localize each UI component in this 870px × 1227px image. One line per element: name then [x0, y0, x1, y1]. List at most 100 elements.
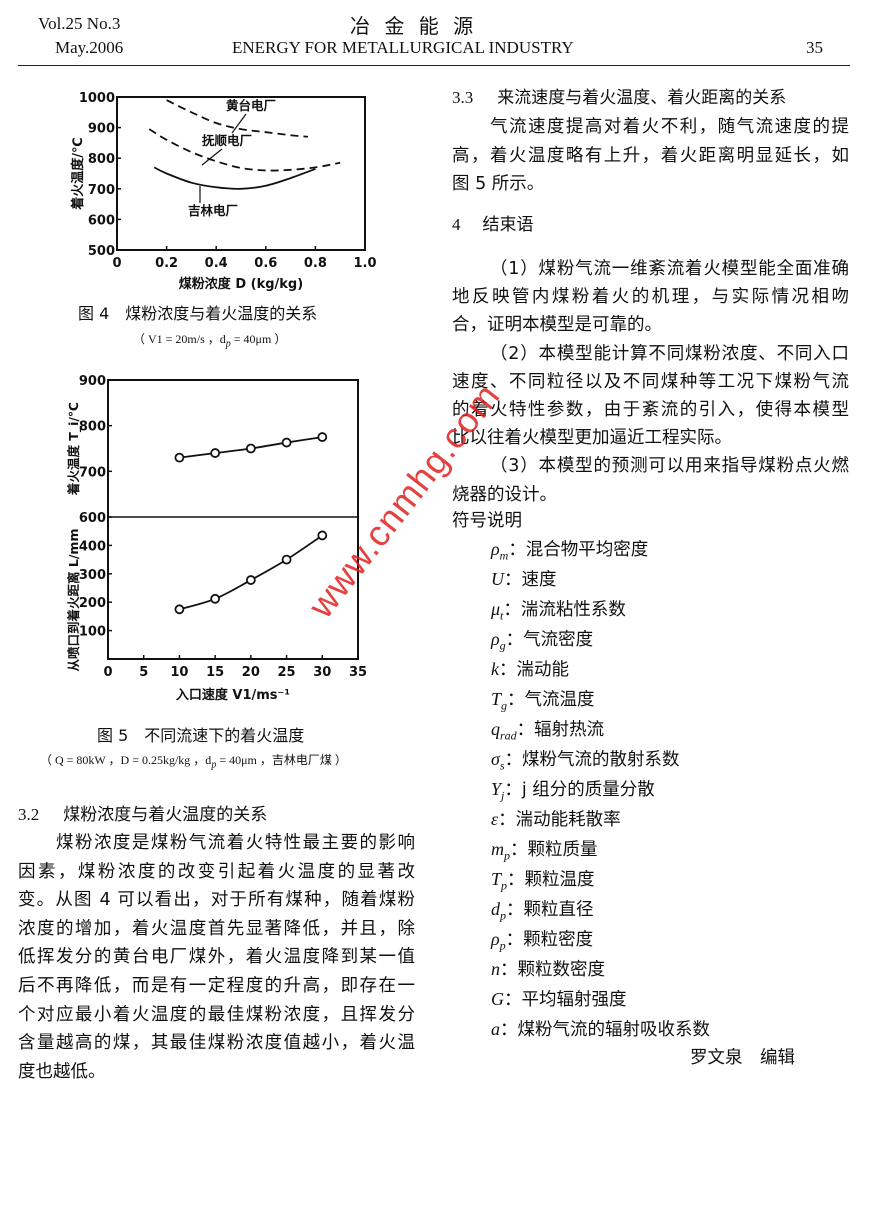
y-tick-label: 500	[88, 244, 115, 259]
distance-point	[317, 530, 328, 541]
symbol-subscript: p	[500, 908, 506, 923]
x-tick-label: 30	[313, 665, 331, 680]
x-tick-label: 0.8	[304, 256, 327, 271]
symbol-description: ：平均辐射强度	[504, 990, 627, 1010]
symbol-definition: dp：颗粒直径	[491, 898, 594, 927]
symbol: ρ	[491, 929, 500, 949]
text-line: 比以往着火模型更加逼近工程实际。	[452, 428, 732, 449]
text-line: 速度、不同粒径以及不同煤种等工况下煤粉气流	[452, 371, 849, 392]
temperature-point	[245, 443, 256, 454]
distance-point	[210, 593, 221, 604]
symbol-description: ：颗粒温度	[507, 870, 595, 890]
x-tick-label: 0.2	[155, 256, 178, 271]
x-tick-label: 0.4	[205, 256, 228, 271]
symbol: U	[491, 569, 504, 589]
series-line-2	[153, 166, 316, 190]
y-axis-label-bottom: 从喷口到着火距离 L/mm	[66, 529, 81, 672]
series-label-leader	[231, 113, 247, 134]
symbol: μ	[491, 599, 501, 619]
text-line: 地反映管内煤粉着火的机理，与实际情况相吻	[452, 287, 849, 308]
text-line: 后不再降低，而是有一定程度的升高，即存在一	[18, 976, 415, 996]
text-line: 个对应最小着火温度的最佳煤粉浓度，且挥发分	[18, 1004, 415, 1025]
symbol: ε	[491, 809, 499, 829]
symbol-description: ：混合物平均密度	[508, 540, 649, 560]
y-tick-label: 300	[79, 568, 106, 583]
distance-point	[281, 554, 292, 565]
text-line: （3）本模型的预测可以用来指导煤粉点火燃	[490, 456, 849, 477]
symbol-description: ：颗粒质量	[510, 840, 598, 860]
y-tick-label: 1000	[79, 91, 115, 106]
symbol-description: ：湍动能耗散率	[498, 810, 621, 830]
figure-4-chart: 500 600 700 800 900 1000 0 0.2 0.4 0.6 0.8 1.0 煤粉浓度 …	[70, 91, 377, 292]
text-line: 的着火特性参数，由于紊流的引入，使得本模型	[452, 400, 849, 420]
section-3-2-heading: 3.2 煤粉浓度与着火温度的关系	[18, 805, 268, 825]
symbol-subscript: p	[499, 938, 506, 953]
series-label: 吉林电厂	[188, 203, 238, 218]
x-tick-label: 0	[103, 665, 112, 680]
section-3-3-heading: 3.3 来流速度与着火温度、着火距离的关系	[452, 88, 787, 108]
symbol-description: ：j 组分的质量分散	[504, 780, 655, 800]
y-tick-label: 700	[88, 183, 115, 198]
distance-point	[245, 575, 256, 585]
y-tick-label: 700	[79, 465, 106, 480]
y-tick-label: 100	[79, 625, 106, 640]
y-tick-label: 600	[79, 511, 106, 526]
symbol-definition: Yj：j 组分的质量分散	[491, 778, 655, 807]
symbol-definition: Tg：气流温度	[491, 688, 595, 717]
symbol: k	[491, 659, 499, 679]
symbol-description: ：气流温度	[507, 690, 595, 710]
text-line: 图 5 所示。	[452, 174, 545, 195]
figure-5-caption: 图 5 不同流速下的着火温度	[97, 726, 305, 745]
x-tick-label: 1.0	[353, 256, 376, 271]
symbol-definition: ρm：混合物平均密度	[491, 538, 648, 567]
symbol-description: ：颗粒直径	[506, 900, 594, 920]
symbol-description: ：辐射热流	[516, 720, 605, 740]
symbol-definition: μt：湍流粘性系数	[491, 598, 626, 627]
series-label: 黄台电厂	[226, 98, 276, 113]
editor-credit: 罗文泉 编辑	[690, 1048, 795, 1068]
temperature-point	[281, 437, 292, 448]
symbol-subscript: j	[501, 788, 505, 803]
symbol-definition: U：速度	[491, 568, 557, 591]
text-line: 高，着火温度略有上升，着火距离明显延长，如	[452, 145, 849, 166]
temperature-point	[317, 432, 328, 442]
y-tick-label: 600	[88, 213, 115, 228]
symbol-subscript: m	[499, 548, 509, 563]
symbol: ρ	[491, 629, 500, 649]
text-line: 含量越高的煤，其最佳煤粉浓度值越小，着火温	[18, 1033, 415, 1054]
text-line: 度也越低。	[18, 1061, 106, 1082]
symbol-description: ：气流密度	[505, 630, 594, 650]
symbol-definition: σs：煤粉气流的散射系数	[491, 748, 680, 777]
symbol-subscript: p	[501, 878, 508, 893]
symbol-definition: mp：颗粒质量	[491, 838, 598, 867]
symbol: ρ	[491, 539, 500, 559]
symbol: d	[491, 899, 500, 919]
symbol-description: ：颗粒密度	[505, 930, 594, 950]
figure-4-caption: 图 4 煤粉浓度与着火温度的关系	[78, 304, 318, 323]
symbol-definition: G：平均辐射强度	[491, 988, 627, 1011]
x-tick-label: 0.6	[254, 256, 277, 271]
symbol-subscript: rad	[500, 728, 517, 743]
temperature-point	[210, 448, 221, 458]
symbols-title: 符号说明	[452, 511, 522, 531]
series-label: 抚顺电厂	[202, 133, 252, 148]
text-line: 合，证明本模型是可靠的。	[452, 315, 662, 336]
figure-5-subcaption: （ Q = 80kW ，D = 0.25kg/kg ，dp = 40μm ，吉林…	[40, 753, 347, 771]
symbol: G	[491, 989, 504, 1009]
symbol: Y	[491, 779, 502, 799]
text-line: 气流速度提高对着火不利，随气流速度的提	[490, 117, 849, 137]
text-line: 烧器的设计。	[452, 484, 557, 505]
y-tick-label: 800	[79, 420, 106, 435]
text-line: 煤粉浓度是煤粉气流着火特性最主要的影响	[56, 833, 415, 853]
series-label-leader	[201, 148, 223, 166]
series-line-0	[166, 99, 309, 138]
text-line: 因素，煤粉浓度的改变引起着火温度的显著改	[18, 861, 415, 882]
x-axis-label: 煤粉浓度 D (kg/kg)	[179, 276, 303, 292]
x-axis-label: 入口速度 V1/ms⁻¹	[176, 687, 290, 703]
temperature-point	[174, 452, 185, 463]
symbol: n	[491, 959, 500, 979]
y-axis-label-top: 着火温度 T_i/℃	[66, 402, 82, 496]
symbol-description: ：湍动能	[499, 660, 569, 680]
section-4-heading: 4 结束语	[452, 215, 534, 235]
text-line: 浓度的增加，着火温度首先显著降低，并且，除	[18, 918, 415, 939]
